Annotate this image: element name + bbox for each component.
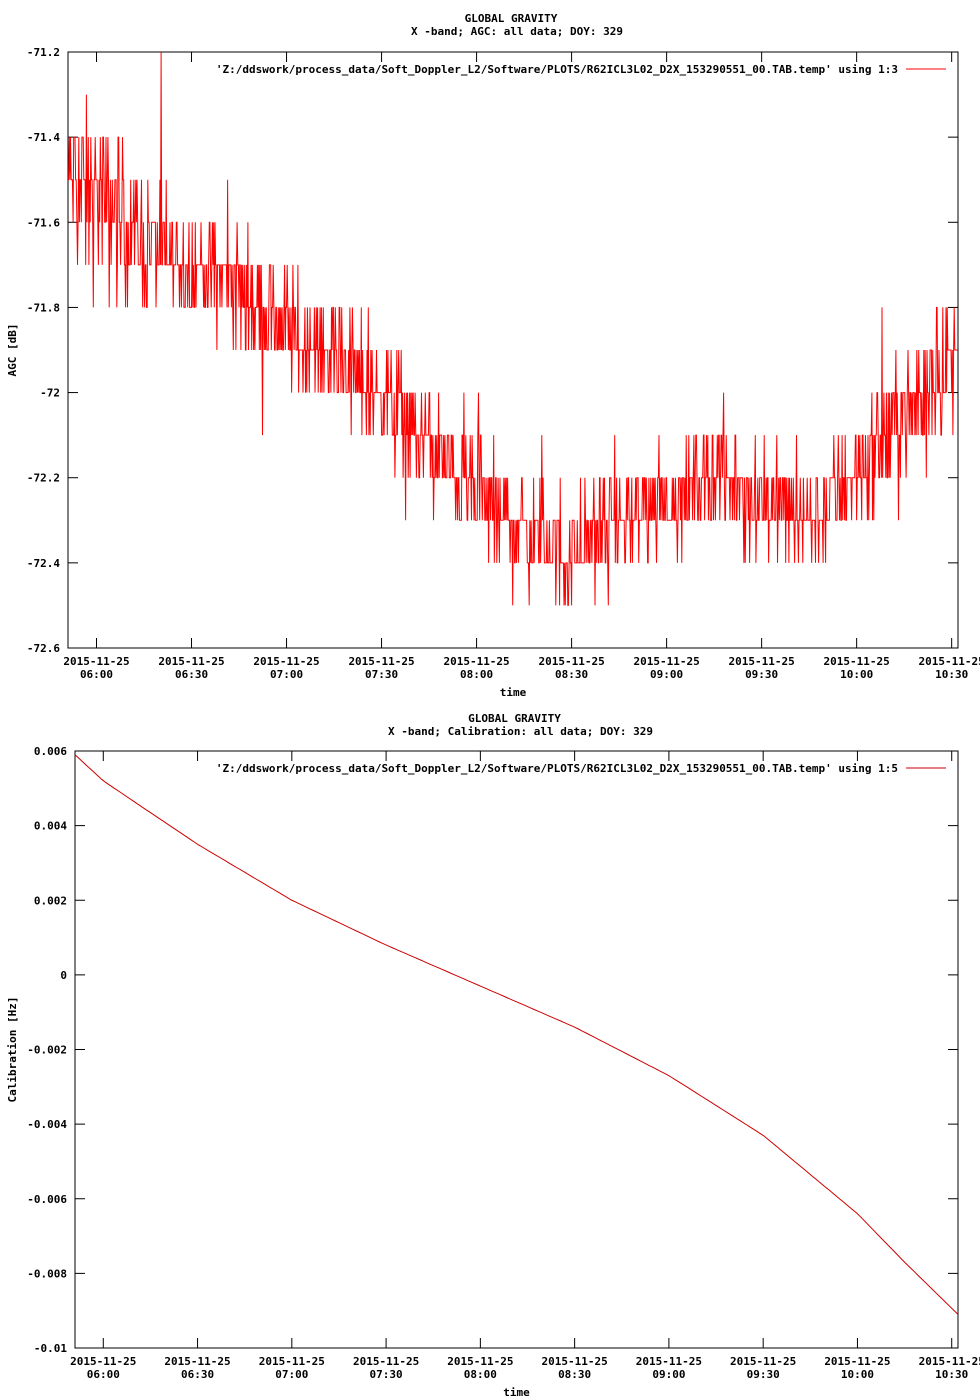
x-tick-date: 2015-11-25 [158,655,224,668]
y-tick-label: -72 [40,387,60,400]
y-tick-label: -0.006 [27,1193,67,1206]
x-tick-time: 06:00 [87,1368,120,1381]
y-tick-label: -0.008 [27,1267,67,1280]
x-tick-time: 09:30 [745,668,778,681]
x-tick-date: 2015-11-25 [824,1355,890,1368]
x-tick-date: 2015-11-25 [729,655,795,668]
x-tick-date: 2015-11-25 [63,655,129,668]
x-tick-date: 2015-11-25 [259,1355,325,1368]
x-tick-time: 09:00 [650,668,683,681]
y-tick-label: -0.01 [34,1342,67,1355]
x-axis-label: time [503,1386,530,1399]
y-tick-label: 0.002 [34,894,67,907]
x-tick-date: 2015-11-25 [447,1355,513,1368]
x-tick-time: 09:00 [652,1368,685,1381]
x-tick-date: 2015-11-25 [443,655,509,668]
x-tick-time: 06:30 [181,1368,214,1381]
x-tick-date: 2015-11-25 [542,1355,608,1368]
x-tick-time: 10:00 [841,1368,874,1381]
data-series-line [68,51,958,606]
x-tick-date: 2015-11-25 [164,1355,230,1368]
y-tick-label: 0.004 [34,820,67,833]
x-axis-label: time [500,686,527,699]
x-tick-date: 2015-11-25 [70,1355,136,1368]
y-tick-label: -0.004 [27,1118,67,1131]
x-tick-date: 2015-11-25 [636,1355,702,1368]
y-tick-label: -72.6 [27,642,60,655]
plot-frame [67,51,959,649]
y-tick-label: 0 [60,969,67,982]
y-tick-label: -0.002 [27,1044,67,1057]
x-tick-time: 10:30 [935,668,968,681]
x-tick-time: 06:30 [175,668,208,681]
y-tick-label: -72.4 [27,557,60,570]
x-tick-date: 2015-11-25 [348,655,414,668]
y-tick-label: -71.2 [27,46,60,59]
x-tick-time: 09:30 [747,1368,780,1381]
x-tick-date: 2015-11-25 [538,655,604,668]
chart-title: GLOBAL GRAVITY [465,12,558,25]
data-series-line [74,754,959,1315]
y-tick-label: -72.2 [27,472,60,485]
y-tick-label: -71.6 [27,216,60,229]
x-tick-time: 08:00 [464,1368,497,1381]
y-axis-label: Calibration [Hz] [6,997,19,1103]
legend-label: 'Z:/ddswork/process_data/Soft_Doppler_L2… [216,63,898,76]
x-tick-time: 07:30 [370,1368,403,1381]
x-tick-time: 10:30 [935,1368,968,1381]
y-tick-label: -71.8 [27,301,60,314]
y-axis-label: AGC [dB] [6,324,19,377]
legend-label: 'Z:/ddswork/process_data/Soft_Doppler_L2… [216,762,898,775]
x-tick-time: 10:00 [840,668,873,681]
x-tick-date: 2015-11-25 [633,655,699,668]
x-tick-date: 2015-11-25 [253,655,319,668]
x-tick-date: 2015-11-25 [919,655,980,668]
chart-subtitle: X -band; Calibration: all data; DOY: 329 [388,725,653,738]
y-tick-label: -71.4 [27,131,60,144]
x-tick-date: 2015-11-25 [730,1355,796,1368]
y-tick-label: 0.006 [34,745,67,758]
chart-title: GLOBAL GRAVITY [468,712,561,725]
x-tick-date: 2015-11-25 [919,1355,980,1368]
x-tick-time: 08:30 [555,668,588,681]
x-tick-date: 2015-11-25 [353,1355,419,1368]
x-tick-time: 08:00 [460,668,493,681]
x-tick-time: 07:00 [270,668,303,681]
x-tick-time: 07:30 [365,668,398,681]
x-tick-time: 07:00 [275,1368,308,1381]
plot-frame [74,750,959,1349]
chart-subtitle: X -band; AGC: all data; DOY: 329 [411,25,623,38]
x-tick-time: 06:00 [80,668,113,681]
x-tick-time: 08:30 [558,1368,591,1381]
x-tick-date: 2015-11-25 [824,655,890,668]
